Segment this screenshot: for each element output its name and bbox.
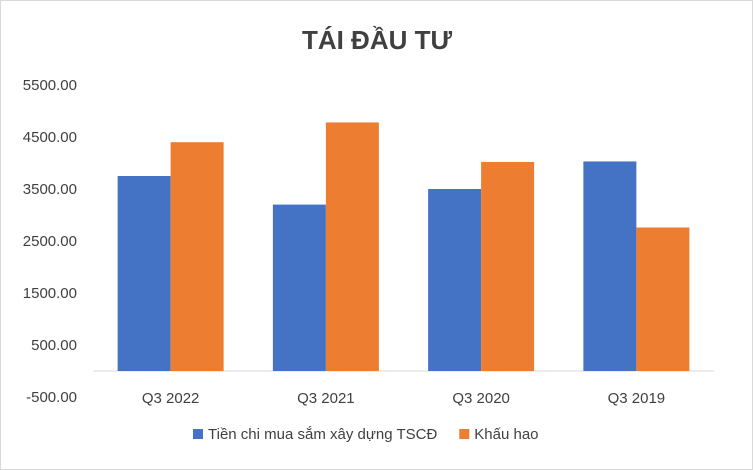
category-label: Q3 2020 xyxy=(452,390,510,407)
y-axis-ticks: 5500.00 4500.00 3500.00 2500.00 1500.00 500.0… xyxy=(23,77,77,406)
legend-label: Tiền chi mua sắm xây dựng TSCĐ xyxy=(208,426,437,443)
bars-group xyxy=(117,122,690,371)
y-tick-label: 5500.00 xyxy=(23,77,77,94)
bar-tscd-4 xyxy=(583,161,637,371)
category-label: Q3 2021 xyxy=(297,390,355,407)
legend-swatch xyxy=(459,429,470,439)
category-label: Q3 2022 xyxy=(142,390,200,407)
y-tick-label: 4500.00 xyxy=(23,129,77,146)
bar-khau-hao-4 xyxy=(636,227,690,371)
bar-tscd-1 xyxy=(117,176,171,371)
bar-khau-hao-2 xyxy=(325,122,379,371)
y-tick-label: 3500.00 xyxy=(23,181,77,198)
bar-khau-hao-3 xyxy=(481,161,535,371)
bar-tscd-3 xyxy=(428,189,482,371)
chart-title: TÁI ĐẦU TƯ xyxy=(302,25,453,55)
legend-label: Khấu hao xyxy=(474,426,538,443)
y-tick-label: 1500.00 xyxy=(23,285,77,302)
legend: Tiền chi mua sắm xây dựng TSCĐ Khấu hao xyxy=(193,426,539,443)
y-tick-label: -500.00 xyxy=(26,389,77,406)
bar-tscd-2 xyxy=(272,204,326,371)
category-labels: Q3 2022 Q3 2021 Q3 2020 Q3 2019 xyxy=(142,390,665,407)
y-tick-label: 2500.00 xyxy=(23,233,77,250)
bar-khau-hao-1 xyxy=(170,142,224,371)
y-tick-label: 500.00 xyxy=(31,337,77,354)
legend-swatch xyxy=(193,429,203,439)
category-label: Q3 2019 xyxy=(608,390,666,407)
